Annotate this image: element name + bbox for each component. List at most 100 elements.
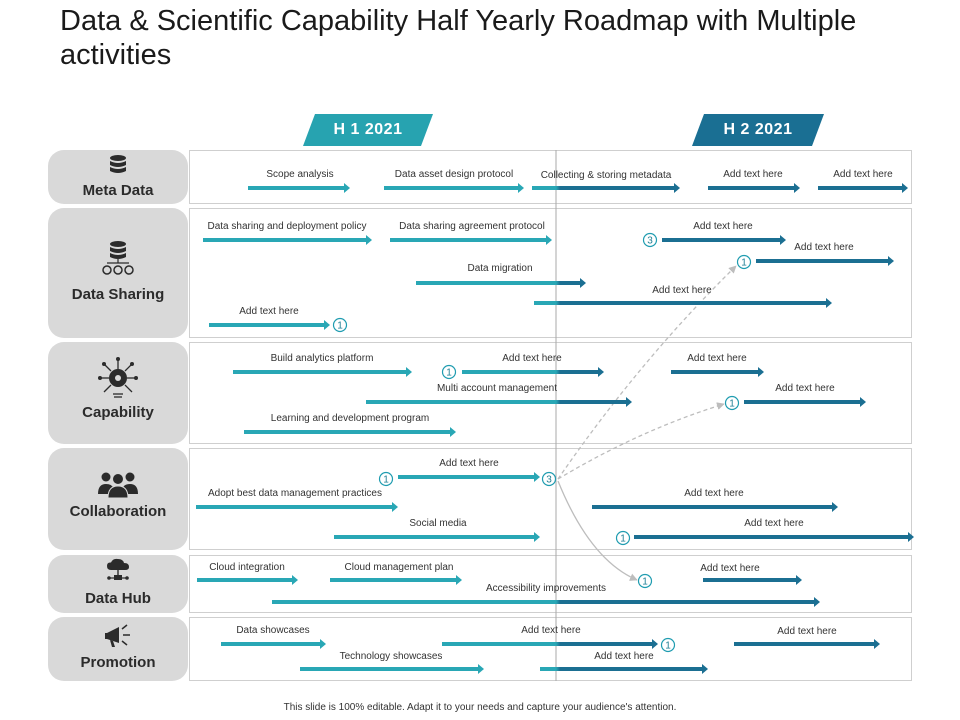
activity-arrow-head — [794, 183, 800, 193]
activity-label: Adopt best data management practices — [208, 488, 382, 499]
activity-2: Collecting & storing metadata — [532, 170, 680, 193]
activity-label: Technology showcases — [340, 651, 443, 662]
milestone-badge-3: 1 — [441, 364, 457, 380]
milestone-badge-circle — [637, 573, 653, 589]
activity-arrow-shaft — [662, 238, 780, 242]
activity-label: Data sharing and deployment policy — [208, 221, 367, 232]
lane-collaboration-track — [189, 448, 912, 550]
activity-label: Add text here — [684, 488, 744, 499]
megaphone-icon — [105, 624, 130, 647]
activity-30: Technology showcases — [300, 651, 484, 674]
activity-23: Cloud integration — [197, 562, 298, 585]
lane-label-capability: Capability — [48, 342, 188, 444]
lane-label-data-hub: Data Hub — [48, 555, 188, 613]
activity-arrow-head — [534, 472, 540, 482]
activity-arrow-head — [344, 183, 350, 193]
activity-arrow-shaft — [384, 186, 518, 190]
activity-arrow-shaft — [744, 400, 860, 404]
activity-arrow-shaft — [366, 400, 626, 404]
activity-11: Add text here — [209, 306, 330, 330]
activity-arrow-head — [534, 532, 540, 542]
activity-arrow-head — [518, 183, 524, 193]
activity-0: Scope analysis — [248, 169, 350, 193]
activity-7: Add text here — [662, 221, 786, 245]
activity-arrow-shaft — [534, 301, 826, 305]
lane-name: Data Sharing — [71, 286, 165, 303]
activity-20: Add text here — [592, 488, 838, 512]
activity-arrow-head — [626, 397, 632, 407]
activity-25: Add text here — [700, 563, 802, 585]
milestone-badge-circle — [615, 530, 631, 546]
milestone-badge-number: 1 — [642, 577, 648, 588]
activity-label: Add text here — [502, 353, 562, 364]
activity-arrow-shaft — [398, 475, 534, 479]
activity-arrow-head — [324, 320, 330, 330]
milestone-badge-circle — [736, 254, 752, 270]
activity-arrow-head — [546, 235, 552, 245]
activity-arrow-head — [874, 639, 880, 649]
connector-3-to-1-data-hub — [557, 480, 638, 581]
footer-note: This slide is 100% editable. Adapt it to… — [283, 702, 677, 713]
milestone-badge-number: 1 — [729, 399, 735, 410]
milestone-badge-circle — [441, 364, 457, 380]
activity-arrow-head — [796, 575, 802, 585]
activity-arrow-shaft — [244, 430, 450, 434]
activity-arrow-head — [406, 367, 412, 377]
connector-3-to-1-data-sharing — [557, 265, 737, 480]
activity-15: Multi account management — [366, 383, 632, 407]
activity-arrow-shaft — [330, 578, 456, 582]
slide-title: Data & Scientific Capability Half Yearly… — [60, 5, 857, 71]
activity-arrow-shaft — [818, 186, 902, 190]
shared-database-icon — [102, 241, 134, 275]
milestone-badge-circle — [642, 232, 658, 248]
milestone-badge-number: 3 — [546, 475, 552, 486]
activity-arrow-head — [580, 278, 586, 288]
activity-label: Multi account management — [437, 383, 557, 394]
milestone-badge-number: 1 — [337, 321, 343, 332]
activity-label: Data showcases — [236, 625, 309, 636]
activity-arrow-head — [478, 664, 484, 674]
activity-14: Add text here — [671, 353, 764, 377]
activity-label: Add text here — [594, 651, 654, 662]
cloud-hub-icon — [107, 558, 129, 580]
activity-arrow-shaft — [592, 505, 832, 509]
activity-13: Add text here — [462, 353, 604, 377]
milestone-badge-6: 3 — [541, 471, 557, 487]
activity-28: Add text here — [442, 625, 658, 649]
activity-label: Collecting & storing metadata — [541, 170, 672, 181]
activity-label: Build analytics platform — [271, 353, 374, 364]
milestone-badge-2: 1 — [332, 317, 348, 333]
activity-arrow-head — [392, 502, 398, 512]
activity-arrow-shaft — [209, 323, 324, 327]
activity-label: Accessibility improvements — [486, 583, 606, 594]
activity-arrow-shaft — [390, 238, 546, 242]
lane-name: Promotion — [80, 654, 156, 671]
activity-5: Data sharing and deployment policy — [203, 221, 372, 245]
activity-arrow-shaft — [671, 370, 758, 374]
activity-9: Data migration — [416, 263, 586, 288]
activity-label: Scope analysis — [266, 169, 333, 180]
lane-name: Capability — [82, 404, 154, 421]
lane-name: Data Hub — [85, 590, 151, 607]
activity-label: Add text here — [687, 353, 747, 364]
milestone-badge-circle — [378, 471, 394, 487]
lane-label-meta-data: Meta Data — [48, 150, 188, 204]
activity-21: Social media — [334, 518, 540, 542]
activity-arrow-shaft — [532, 186, 674, 190]
milestone-badge-circle — [332, 317, 348, 333]
activity-arrow-shaft — [197, 578, 292, 582]
activity-label: Add text here — [693, 221, 753, 232]
milestone-badge-8: 1 — [637, 573, 653, 589]
activity-10: Add text here — [534, 285, 832, 308]
activity-arrow-head — [860, 397, 866, 407]
activity-arrow-head — [674, 183, 680, 193]
activity-31: Add text here — [540, 651, 708, 674]
milestone-badge-number: 1 — [383, 475, 389, 486]
activity-arrow-shaft — [442, 642, 652, 646]
activity-label: Cloud management plan — [345, 562, 454, 573]
milestone-badge-number: 1 — [741, 258, 747, 269]
activity-17: Learning and development program — [244, 413, 456, 437]
milestone-badge-9: 1 — [660, 637, 676, 653]
connector-3-to-1-capability — [557, 402, 725, 480]
